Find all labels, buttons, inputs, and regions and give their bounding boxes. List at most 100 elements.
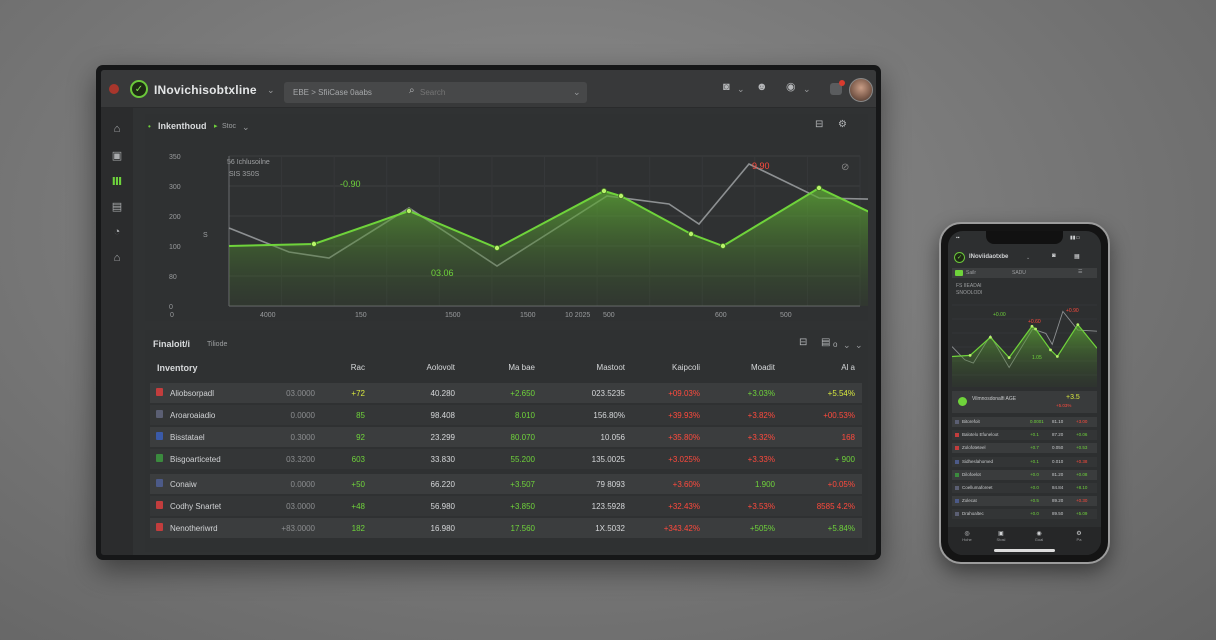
column-header-rac[interactable]: Rac	[350, 363, 365, 372]
row-cell-c1: 182	[351, 524, 365, 533]
camera-icon[interactable]: ◙	[723, 81, 730, 93]
phone-chart-point[interactable]	[1049, 348, 1052, 352]
column-header-moadit[interactable]: Moadit	[750, 363, 775, 372]
goal-icon: ◉	[1036, 531, 1042, 537]
chart-point[interactable]	[720, 242, 727, 249]
phone-list-item[interactable]: Bitorefoit 0.0001 81.10 +3.00	[952, 417, 1097, 427]
globe-chevron-icon[interactable]: ⌄	[803, 84, 811, 94]
main-line-chart: 350 300 200 100 80 00 4000 150 1500 1500 10 2025 50…	[169, 154, 868, 319]
lock-icon: ⌂	[113, 252, 121, 264]
phone-chart-point[interactable]	[1030, 324, 1034, 328]
phone-chart-point[interactable]	[968, 354, 972, 357]
phone-list-item[interactable]: Zolofoteteel +0.7 0.050 +0.53	[952, 443, 1097, 454]
phone-list-item[interactable]: Sidheslahomed +0.1 0.010 +0.38	[952, 456, 1097, 467]
table-filter-icon[interactable]: ▤	[821, 337, 831, 348]
chart-point[interactable]	[310, 241, 317, 248]
table-row[interactable]: Bisstatael 0.3000 92 23.299 80.070 10.056 +35.…	[150, 427, 862, 447]
row-cell-c2: 40.280	[430, 389, 455, 398]
phone-camera-icon[interactable]: ◙	[1052, 253, 1056, 259]
settings-icon[interactable]: ⚙	[838, 119, 847, 130]
phone-list-item[interactable]: Coellumaforeet +0.0 84.84 +8.10	[952, 483, 1097, 493]
row-cell-c6: +3.03%	[747, 389, 775, 398]
phone-row-name: Dilofoelot	[962, 471, 981, 477]
gear-icon: ⚙	[1076, 531, 1082, 537]
chart-point[interactable]	[600, 188, 607, 195]
sidebar-item-lock[interactable]: ⌂	[109, 252, 125, 264]
row-cell-sub: 0.0000	[290, 480, 315, 489]
camera-chevron-icon[interactable]: ⌄	[737, 84, 745, 94]
search-dropdown-chevron-icon[interactable]: ⌄	[573, 87, 581, 97]
phone-home-indicator[interactable]	[994, 549, 1055, 552]
phone-notch	[986, 231, 1063, 244]
chart-dropdown-chevron-icon[interactable]: ⌄	[242, 122, 250, 132]
phone-row-name: Coellumaforeet	[962, 485, 993, 490]
logo-icon: ✓	[130, 80, 148, 98]
phone-tab-1[interactable]: Sailr	[966, 270, 977, 276]
column-header-kaipcoli[interactable]: Kaipcoli	[671, 363, 700, 372]
phone-grid-icon[interactable]: ▦	[1074, 254, 1080, 260]
phone-nav-home[interactable]: ◎ Hohe	[956, 530, 978, 542]
phone-chart-point[interactable]	[988, 335, 992, 339]
phone-brand-chevron-icon[interactable]: ⌄	[1026, 255, 1031, 261]
chart-x-tick: 600	[715, 312, 727, 319]
phone-list-item[interactable]: Balotelo Efuneloot +0.1 87.20 +0.06	[952, 430, 1097, 441]
sidebar-item-chat[interactable]: ◔	[109, 226, 125, 238]
table-export-icon[interactable]: ⊟	[799, 337, 808, 348]
app-menu-chevron-icon[interactable]: ⌄	[267, 85, 275, 95]
avatar[interactable]	[849, 78, 873, 102]
row-cell-sub: 0.0000	[290, 411, 315, 420]
column-header-mastoot[interactable]: Mastoot	[596, 363, 625, 372]
chart-point[interactable]	[493, 244, 500, 251]
table-row[interactable]: Nenotheriwrd +83.0000 182 16.980 17.560 1X.50…	[150, 518, 862, 538]
row-cell-c5: +3.60%	[672, 480, 700, 489]
phone-chart-point[interactable]	[1007, 356, 1011, 359]
phone-list-item[interactable]: Dilofoelot +0.0 81.20 +0.08	[952, 469, 1097, 480]
column-header-inventory[interactable]: Inventory	[157, 363, 198, 373]
phone-nav-stats[interactable]: ▣ Stosl	[990, 530, 1012, 542]
table-row[interactable]: Aroaroaiadio 0.0000 85 98.408 8.010 156.80% +3…	[150, 405, 862, 425]
phone-row-a: +0.7	[1030, 445, 1039, 451]
table-sort-chevron-icon[interactable]: ⌄	[855, 340, 863, 350]
phone-chart-point[interactable]	[1034, 327, 1037, 331]
chart-info-icon[interactable]: ⊘	[841, 162, 850, 173]
column-header-al-a[interactable]: Al a	[841, 363, 855, 372]
globe-icon[interactable]: ◉	[786, 81, 796, 93]
chart-point[interactable]	[816, 185, 823, 192]
table-row[interactable]: Conaiw 0.0000 +50 66.220 +3.507 79 8093 +3.60%…	[150, 474, 862, 494]
table-filter-label[interactable]: o	[833, 340, 838, 349]
row-cell-c3: 8.010	[514, 411, 535, 420]
table-row[interactable]: Codhy Snartet 03.0000 +48 56.980 +3.850 123.5…	[150, 496, 862, 516]
chart-point[interactable]	[405, 208, 412, 215]
sidebar-item-home[interactable]: ⌂	[109, 123, 125, 135]
table-row[interactable]: Bisgoarticeted 03.3200 603 33.830 55.200 135.…	[150, 449, 862, 469]
phone-list-item[interactable]: Zolecat +0.5 89.20 +0.30	[952, 496, 1097, 507]
notification-icon[interactable]	[830, 80, 845, 95]
phone-nav-settings-label: Pa	[1076, 537, 1082, 542]
row-cell-c3: 17.560	[510, 524, 535, 533]
chart-point[interactable]	[688, 231, 695, 238]
search-input[interactable]	[412, 82, 562, 103]
phone-list-item[interactable]: Drahoaltec +0.0 89.50 +5.09	[952, 509, 1097, 520]
window-close-icon[interactable]	[109, 84, 119, 94]
breadcrumb[interactable]: EBE > SfiiCase 0aabs	[293, 88, 372, 97]
chart-legend-line-2: SIS 3S0S	[229, 171, 260, 178]
phone-chart-point[interactable]	[1076, 323, 1080, 326]
sidebar-item-stats[interactable]: Ⅲ	[109, 175, 125, 188]
column-header-aolovolt[interactable]: Aolovolt	[426, 363, 455, 372]
phone-nav-goal[interactable]: ◉ Goal	[1028, 530, 1050, 542]
table-row[interactable]: Aliobsorpadl 03.0000 +72 40.280 +2.650 023.52…	[150, 383, 862, 403]
phone-summary-card[interactable]: Vilmnosdonalfi AGE +3.5 +5.03%	[952, 391, 1097, 413]
sidebar-item-wallet[interactable]: ▣	[109, 149, 125, 162]
users-icon[interactable]: ☻	[756, 81, 768, 93]
export-icon[interactable]: ⊟	[815, 119, 824, 130]
chart-point[interactable]	[617, 193, 624, 200]
phone-row-c: +0.06	[1076, 432, 1088, 438]
phone-tab-2[interactable]: SADU	[1012, 270, 1026, 276]
phone-chart-point[interactable]	[1055, 355, 1059, 358]
table-filter-chevron-icon[interactable]: ⌄	[843, 340, 851, 350]
desktop-screen: ✓ INovichisobtxline ⌄ EBE > SfiiCase 0aa…	[101, 70, 876, 555]
column-header-ma-bae[interactable]: Ma bae	[508, 363, 535, 372]
phone-tab-settings-icon[interactable]: ☰	[1078, 269, 1083, 275]
sidebar-item-calendar[interactable]: ▤	[109, 200, 125, 213]
phone-nav-settings[interactable]: ⚙ Pa	[1068, 530, 1090, 542]
